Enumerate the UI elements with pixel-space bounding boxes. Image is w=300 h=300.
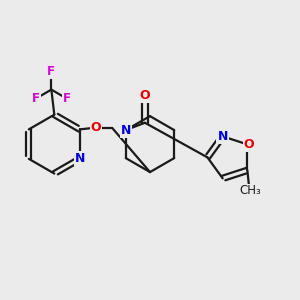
Text: N: N (75, 152, 85, 165)
Text: N: N (218, 130, 228, 143)
Text: F: F (32, 92, 40, 105)
Text: N: N (121, 124, 131, 136)
Text: O: O (140, 89, 150, 102)
Text: CH₃: CH₃ (239, 184, 261, 197)
Text: F: F (63, 92, 71, 105)
Text: O: O (91, 122, 101, 134)
Text: F: F (47, 65, 56, 79)
Text: O: O (244, 138, 254, 151)
